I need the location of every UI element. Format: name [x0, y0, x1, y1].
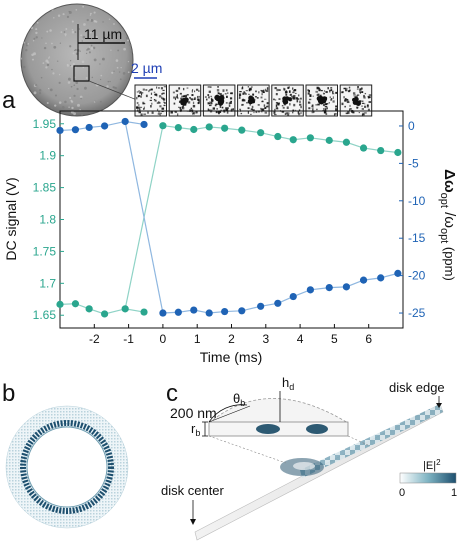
dc-signal-point — [56, 300, 64, 308]
label-theta-b: θb — [233, 391, 245, 408]
chart-a: -2 -1 0 1 2 3 4 5 6 1.651.71.751.81.851.91.95 0-… — [3, 110, 458, 365]
zoom-line — [88, 80, 138, 101]
frequency-shift-point — [71, 126, 80, 134]
scale-label-2um: 2 µm — [131, 60, 162, 76]
frequency-shift-point — [121, 117, 129, 126]
dc-signal-point — [342, 138, 351, 146]
dc-signal-point — [394, 148, 402, 157]
frame-strip — [134, 84, 373, 117]
x-tick-label: 1 — [194, 332, 201, 346]
ring-simulation — [5, 405, 129, 529]
frequency-shift-point — [359, 276, 368, 284]
panel-label-a: a — [2, 87, 16, 114]
jump-line — [124, 121, 164, 314]
frequency-shift-point — [289, 292, 297, 301]
frequency-shift-point — [56, 126, 64, 135]
disk-micrograph: 11 µm — [20, 3, 138, 117]
frequency-shift-point — [190, 306, 198, 314]
panel-label-b: b — [2, 380, 15, 407]
frequency-shift-point — [306, 286, 314, 294]
x-tick-label: -2 — [89, 332, 100, 346]
dc-signal-point — [174, 123, 182, 132]
right-tick-label: -25 — [408, 306, 426, 320]
colorbar: |E|2 0 1 — [399, 458, 457, 499]
x-tick-label: 4 — [297, 332, 304, 346]
cross-section-inset: 200 nm θb hd rb — [170, 375, 371, 464]
label-disk-edge: disk edge — [389, 380, 445, 395]
x-axis-label: Time (ms) — [200, 349, 262, 365]
x-axis: -2 -1 0 1 2 3 4 5 6 — [89, 324, 372, 346]
frequency-shift-point — [85, 123, 93, 132]
dc-signal-point — [325, 136, 333, 144]
dc-signal-point — [221, 124, 229, 132]
label-disk-center: disk center — [161, 483, 225, 498]
right-axis: 0 -5 -10 -15 -20 -25 — [399, 119, 426, 320]
zoom-box — [73, 65, 90, 82]
frequency-shift-point — [342, 283, 351, 291]
x-tick-label: -1 — [123, 332, 134, 346]
left-tick-label: 1.9 — [39, 149, 56, 163]
left-axis: 1.65 1.7 1.75 1.8 1.85 1.9 1.95 — [33, 117, 64, 322]
dc-signal-point — [377, 146, 385, 155]
left-tick-label: 1.8 — [39, 213, 56, 227]
disk-wedge — [194, 403, 444, 541]
dc-signal-point — [205, 123, 213, 131]
arrowhead-disk-center — [190, 519, 196, 525]
dc-signal-point — [140, 308, 148, 316]
scale-label-11um: 11 µm — [84, 26, 122, 42]
frequency-shift-point — [238, 307, 246, 315]
x-tick-label: 3 — [262, 332, 269, 346]
dc-signal-point — [289, 136, 297, 144]
frequency-shift-point — [325, 283, 333, 292]
frequency-shift-point — [140, 120, 148, 129]
left-tick-label: 1.85 — [33, 181, 57, 195]
left-tick-label: 1.65 — [33, 308, 57, 322]
dc-signal-point — [71, 300, 80, 308]
dc-signal-point — [306, 134, 314, 142]
frame-7 — [339, 84, 373, 117]
dc-signal-point — [100, 310, 109, 318]
x-tick-label: 0 — [160, 332, 167, 346]
left-tick-label: 1.95 — [33, 117, 57, 131]
left-tick-label: 1.7 — [39, 276, 56, 290]
dc-signal-point — [274, 132, 282, 141]
dc-signal-point — [121, 305, 129, 313]
x-tick-label: 2 — [228, 332, 235, 346]
frequency-shift-point — [377, 274, 385, 282]
label-r-b: rb — [191, 421, 200, 438]
dc-signal-point — [257, 129, 265, 137]
colorbar-min: 0 — [399, 487, 405, 499]
dc-signal-point — [238, 126, 246, 134]
frequency-shift-point — [274, 299, 282, 307]
panel-label-c: c — [166, 380, 178, 407]
dc-signal-point — [190, 125, 198, 134]
colorbar-max: 1 — [451, 487, 457, 499]
dc-signal-point — [359, 144, 368, 152]
left-tick-label: 1.75 — [33, 244, 57, 258]
frequency-shift-point — [257, 302, 265, 310]
frequency-shift-point — [174, 308, 182, 316]
right-tick-label: -20 — [408, 269, 426, 283]
right-tick-label: 0 — [408, 119, 415, 133]
arrowhead-disk-edge — [436, 403, 442, 408]
left-axis-label: DC signal (V) — [3, 177, 19, 260]
frequency-shift-point — [159, 309, 167, 317]
frequency-shift-point — [221, 307, 229, 316]
x-tick-label: 5 — [331, 332, 338, 346]
frequency-shift-point — [205, 309, 213, 317]
label-200nm: 200 nm — [170, 405, 217, 421]
colorbar-title: |E|2 — [423, 458, 441, 472]
right-axis-label: Δωopt /ωopt (ppm) — [438, 169, 458, 281]
x-tick-label: 6 — [365, 332, 372, 346]
data-points — [56, 117, 402, 318]
label-h-d: hd — [282, 375, 294, 392]
dc-signal-point — [159, 122, 167, 130]
right-tick-label: -10 — [408, 194, 426, 208]
frequency-shift-point — [100, 122, 109, 130]
right-tick-label: -5 — [408, 156, 419, 170]
dc-signal-point — [85, 305, 93, 313]
frequency-shift-point — [394, 269, 402, 277]
right-tick-label: -15 — [408, 231, 426, 245]
